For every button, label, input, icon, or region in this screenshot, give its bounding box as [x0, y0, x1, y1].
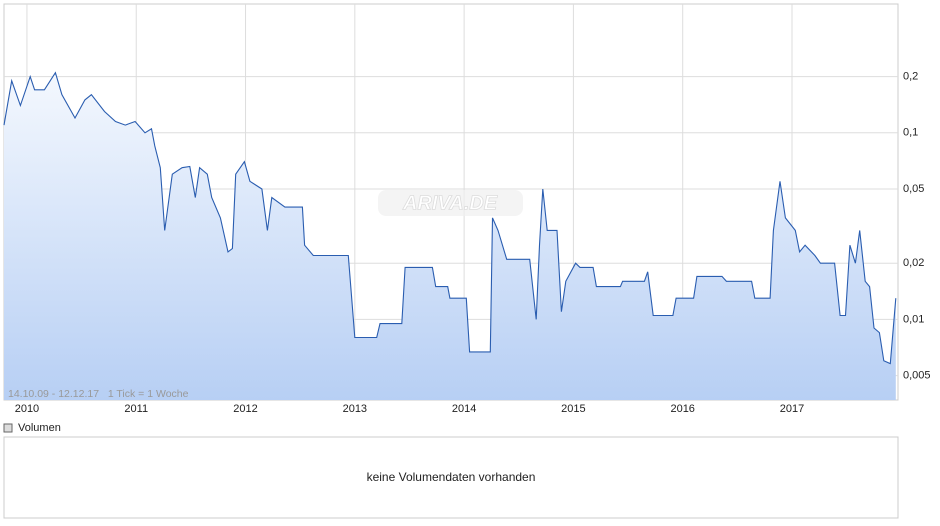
price-line	[3, 71, 897, 365]
y-tick-label: 0,05	[903, 183, 924, 195]
watermark-box	[378, 190, 523, 216]
volume-legend-swatch	[3, 423, 13, 433]
x-tick-label: 2013	[343, 403, 367, 415]
y-tick-label: 0,1	[903, 127, 918, 139]
y-tick-label: 0,005	[903, 370, 931, 382]
volume-legend: Volumen	[18, 422, 61, 434]
volume-message: keine Volumendaten vorhanden	[367, 470, 536, 484]
volume-panel	[3, 436, 899, 519]
x-tick-label: 2015	[561, 403, 585, 415]
x-tick-label: 2011	[124, 403, 148, 415]
watermark: ARIVA.DE	[402, 192, 498, 214]
x-tick-label: 2016	[670, 403, 694, 415]
x-tick-label: 2010	[15, 403, 39, 415]
x-tick-label: 2017	[780, 403, 804, 415]
y-tick-label: 0,02	[903, 257, 924, 269]
price-area	[4, 72, 896, 400]
x-tick-label: 2012	[233, 403, 257, 415]
date-range-note: 14.10.09 - 12.12.17 1 Tick = 1 Woche	[8, 388, 189, 400]
x-tick-label: 2014	[452, 403, 476, 415]
y-tick-label: 0,2	[903, 71, 918, 83]
y-tick-label: 0,01	[903, 313, 924, 325]
